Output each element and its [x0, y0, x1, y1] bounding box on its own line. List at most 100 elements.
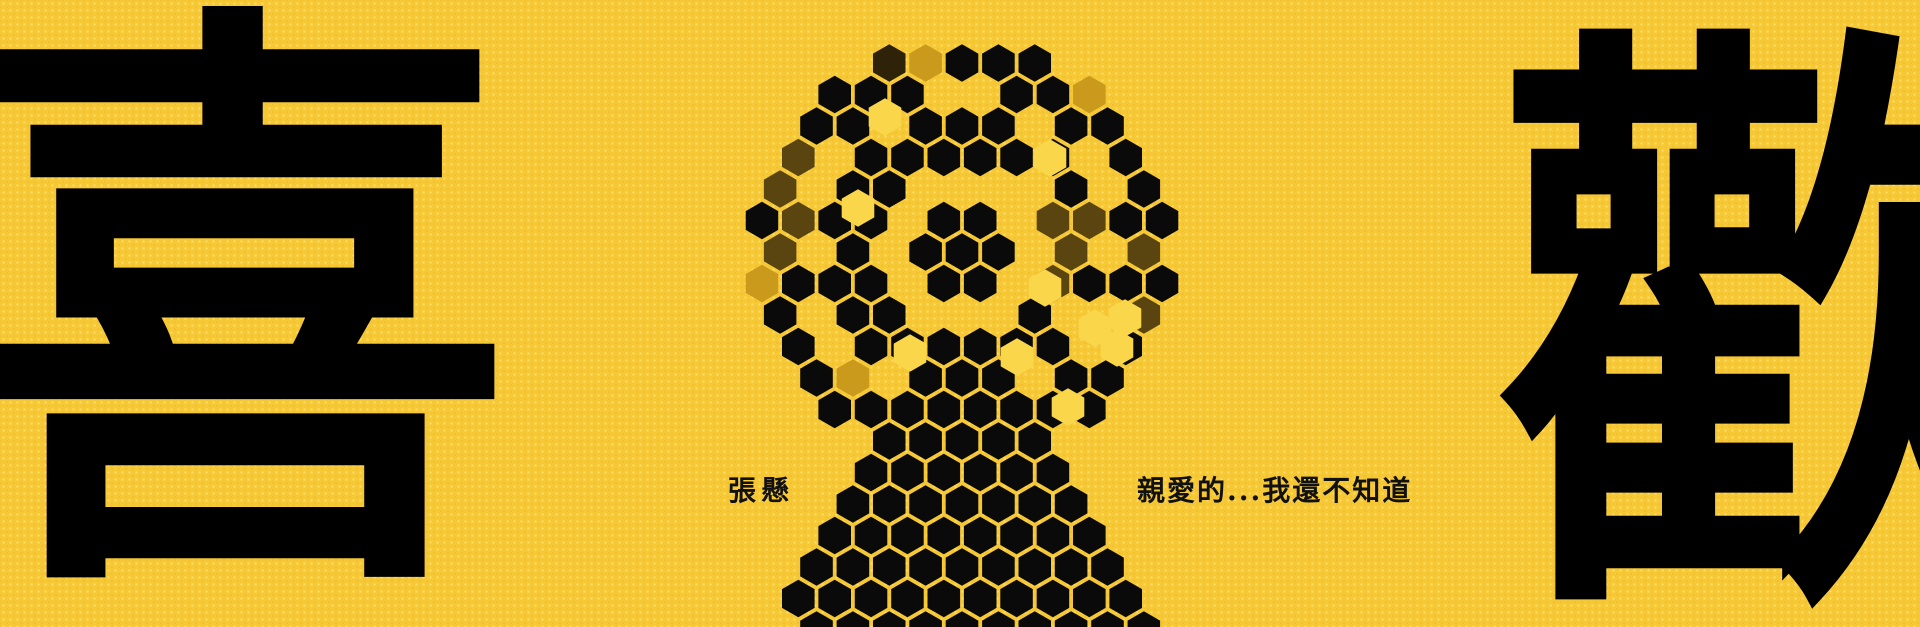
hexagon-cell	[836, 359, 870, 397]
hexagon-cell	[893, 334, 927, 372]
hexagon-cell	[854, 138, 888, 177]
hexagon-cell	[763, 233, 797, 271]
hexagon-cell	[891, 75, 924, 114]
hexagon-cell	[891, 138, 924, 177]
hexagon-cell	[1073, 516, 1106, 555]
calligraphy-character-left: 喜	[0, 0, 513, 627]
hexagon-cell	[1109, 201, 1142, 240]
hexagon-cell	[1036, 516, 1070, 555]
hexagon-cell	[782, 201, 815, 240]
hexagon-cell	[963, 327, 997, 366]
hexagon-cell	[800, 359, 833, 397]
hexagon-cell	[1127, 611, 1161, 627]
hexagon-cell	[868, 98, 902, 136]
hexagon-cell	[836, 233, 870, 271]
hexagon-cell	[982, 107, 1015, 145]
hexagon-cell	[945, 44, 979, 82]
hexagon-cell	[1018, 296, 1051, 334]
hexagon-cell	[800, 548, 833, 586]
hexagon-cell	[1036, 201, 1070, 240]
hexagon-cell	[1054, 233, 1088, 271]
hexagon-cell	[1000, 390, 1033, 429]
hexagon-cell	[873, 485, 906, 523]
hexagon-cell	[982, 611, 1015, 627]
hexagon-cell	[982, 233, 1015, 271]
hexagon-cell	[963, 390, 997, 429]
hexagon-cell	[873, 44, 906, 82]
hexagon-cell	[963, 201, 997, 240]
hexagon-cell	[1000, 579, 1033, 618]
hexagon-cell	[1073, 264, 1106, 303]
hexagon-cell	[1091, 107, 1124, 145]
song-title: 親愛的...我還不知道	[1137, 474, 1413, 507]
hexagon-cell	[873, 296, 906, 334]
hexagon-cell	[818, 75, 851, 114]
hexagon-cell	[927, 201, 961, 240]
hexagon-cell	[873, 422, 906, 460]
hexagon-cell	[745, 264, 779, 303]
hexagon-cell	[800, 107, 833, 145]
hexagon-cell	[909, 485, 942, 523]
hexagon-cell	[854, 516, 888, 555]
hexagon-cell	[963, 264, 997, 303]
hexagon-cell	[1109, 579, 1142, 618]
hexagon-cell	[836, 296, 870, 334]
hexagon-cell	[945, 485, 979, 523]
hexagon-cell	[945, 422, 979, 460]
hexagon-cell	[891, 390, 924, 429]
hexagon-cell	[927, 516, 961, 555]
hexagon-cell	[982, 422, 1015, 460]
hexagon-cell	[873, 611, 906, 627]
hexagon-cell	[963, 453, 997, 492]
hexagon-cell	[1000, 516, 1033, 555]
calligraphy-character-right: 歡	[1495, 32, 1920, 627]
hexagon-cell	[1036, 579, 1070, 618]
hexagon-cell	[909, 233, 942, 271]
hexagon-cell	[763, 296, 797, 334]
hexagon-cell	[782, 579, 815, 618]
hexagon-cell	[1091, 359, 1124, 397]
hexagon-cell	[909, 107, 942, 145]
hexagon-cell	[782, 264, 815, 303]
hexagon-cell	[909, 422, 942, 460]
hexagon-cell	[963, 516, 997, 555]
hexagon-cell	[818, 264, 851, 303]
hexagon-cell	[945, 359, 979, 397]
hexagon-cell	[909, 359, 942, 397]
hexagon-cell	[873, 548, 906, 586]
hexagon-cell	[909, 611, 942, 627]
hexagon-cell	[1145, 264, 1179, 303]
hexagon-cell	[945, 611, 979, 627]
hexagon-cell	[1018, 485, 1051, 523]
hexagon-cell	[1109, 138, 1142, 177]
hexagon-cell	[782, 327, 815, 366]
hexagon-cell	[963, 138, 997, 177]
hexagon-cell	[841, 189, 875, 227]
hexagon-cell	[1036, 327, 1070, 366]
hexagon-cell	[1073, 201, 1106, 240]
hexagon-cell	[982, 44, 1015, 82]
hexagon-cell	[982, 548, 1015, 586]
hexagon-cell	[818, 579, 851, 618]
hexagon-cell	[1054, 485, 1088, 523]
hexagon-cell	[1091, 611, 1124, 627]
hexagon-cell	[927, 390, 961, 429]
hexagon-cell	[1033, 139, 1067, 177]
hexagon-cell	[854, 579, 888, 618]
hexagon-cell	[1000, 338, 1034, 376]
hexagon-cell	[1109, 264, 1142, 303]
hexagon-cell	[818, 390, 851, 429]
hexagon-cell	[854, 453, 888, 492]
hexagon-cell	[1028, 269, 1062, 307]
hexagon-cell	[927, 264, 961, 303]
hexagon-cell	[1127, 170, 1161, 208]
hexagon-cell	[945, 548, 979, 586]
hexagon-cell	[854, 327, 888, 366]
hexagon-cell	[1036, 75, 1070, 114]
hexagon-cell	[1018, 422, 1051, 460]
hexagon-cell	[782, 138, 815, 177]
hexagon-cell	[745, 201, 779, 240]
hexagon-cell	[1000, 138, 1033, 177]
